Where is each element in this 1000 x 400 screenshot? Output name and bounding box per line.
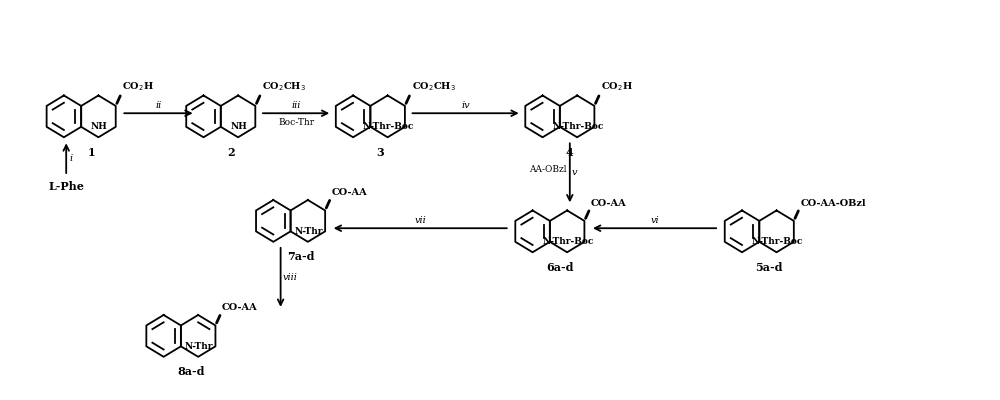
Text: 2: 2: [227, 147, 235, 158]
Text: CO$_2$H: CO$_2$H: [122, 80, 154, 93]
Text: 5a-d: 5a-d: [756, 262, 783, 273]
Text: 1: 1: [87, 147, 95, 158]
Text: vi: vi: [650, 216, 659, 225]
Text: 8a-d: 8a-d: [177, 366, 205, 377]
Text: CO$_2$H: CO$_2$H: [601, 80, 633, 93]
Text: CO-AA: CO-AA: [591, 199, 627, 208]
Text: vii: vii: [414, 216, 426, 225]
Text: Boc-Thr: Boc-Thr: [278, 118, 314, 128]
Text: 3: 3: [376, 147, 384, 158]
Text: L-Phe: L-Phe: [48, 181, 84, 192]
Text: 7a-d: 7a-d: [287, 251, 314, 262]
Text: NH: NH: [91, 122, 108, 131]
Text: iv: iv: [461, 101, 470, 110]
Text: N-Thr-Boc: N-Thr-Boc: [363, 122, 414, 131]
Text: N-Thr-Boc: N-Thr-Boc: [752, 237, 803, 246]
Text: AA-OBzl: AA-OBzl: [529, 165, 567, 174]
Text: CO$_2$CH$_3$: CO$_2$CH$_3$: [262, 80, 306, 93]
Text: iii: iii: [291, 101, 301, 110]
Text: i: i: [69, 154, 72, 163]
Text: N-Thr-Boc: N-Thr-Boc: [552, 122, 604, 131]
Text: CO-AA-OBzl: CO-AA-OBzl: [800, 199, 866, 208]
Text: CO-AA: CO-AA: [332, 188, 368, 197]
Text: CO$_2$CH$_3$: CO$_2$CH$_3$: [412, 80, 455, 93]
Text: N-Thr: N-Thr: [185, 342, 213, 351]
Text: v: v: [572, 168, 577, 177]
Text: N-Thr: N-Thr: [295, 227, 323, 236]
Text: NH: NH: [231, 122, 247, 131]
Text: 4: 4: [566, 147, 574, 158]
Text: CO-AA: CO-AA: [222, 303, 258, 312]
Text: ii: ii: [155, 101, 162, 110]
Text: 6a-d: 6a-d: [546, 262, 574, 273]
Text: viii: viii: [283, 273, 297, 282]
Text: N-Thr-Boc: N-Thr-Boc: [542, 237, 594, 246]
